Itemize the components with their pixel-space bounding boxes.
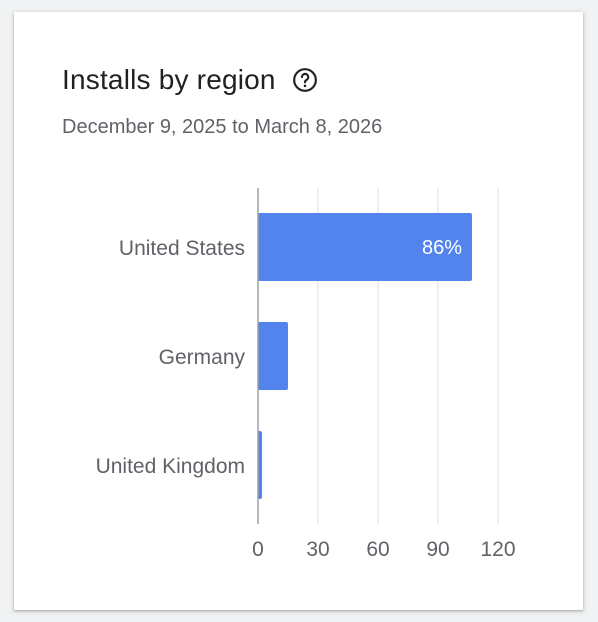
installs-bar-chart: 86% United States Germany United Kingdom 0… — [96, 188, 516, 561]
x-tick-label: 90 — [426, 538, 449, 561]
x-tick-label: 60 — [366, 538, 389, 561]
category-label: Germany — [159, 346, 246, 369]
chart-category-labels: United States Germany United Kingdom — [96, 237, 246, 478]
x-tick-label: 120 — [480, 538, 515, 561]
bar-united-kingdom[interactable] — [258, 431, 262, 499]
installs-by-region-card: Installs by region December 9, 2025 to M… — [14, 12, 583, 610]
x-tick-label: 30 — [306, 538, 329, 561]
bar-germany[interactable] — [258, 322, 288, 390]
category-label: United Kingdom — [96, 455, 245, 478]
date-range-subtitle: December 9, 2025 to March 8, 2026 — [62, 116, 383, 138]
bar-united-states[interactable] — [258, 213, 472, 281]
chart-bars: 86% — [258, 213, 472, 499]
help-circle-icon[interactable] — [292, 67, 318, 93]
category-label: United States — [119, 237, 245, 260]
card-header: Installs by region — [62, 64, 318, 96]
card-title: Installs by region — [62, 64, 276, 95]
x-tick-label: 0 — [252, 538, 264, 561]
chart-x-ticks: 0 30 60 90 120 — [252, 538, 515, 561]
bar-data-label: 86% — [422, 237, 462, 259]
